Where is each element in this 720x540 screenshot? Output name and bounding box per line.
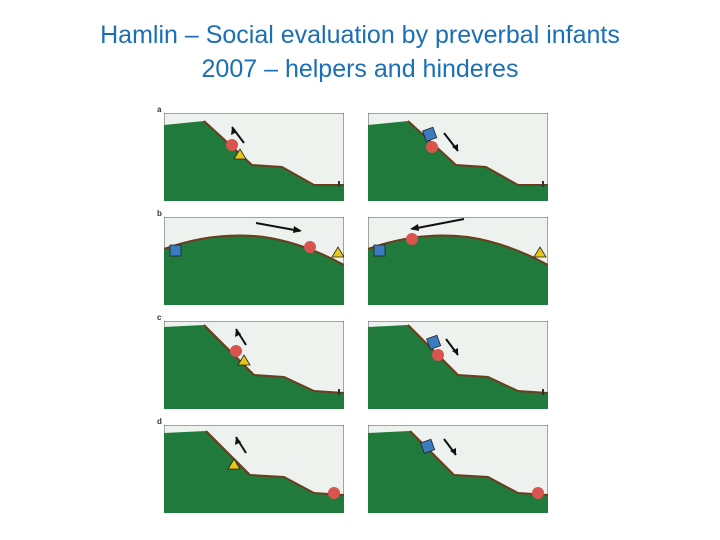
row-label-a: a: [157, 105, 162, 114]
panel-c-hinder: [368, 321, 548, 409]
climber-circle: [328, 487, 340, 499]
climber-circle: [304, 241, 316, 253]
direction-arrow: [255, 222, 301, 232]
title-line-2: 2007 – helpers and hinderes: [201, 55, 519, 83]
hill-shape: [368, 325, 548, 409]
hill-shape: [368, 431, 548, 513]
climber-circle: [226, 139, 238, 151]
hinderer-square: [169, 244, 182, 257]
hill-figure: a b c d: [154, 103, 550, 513]
helper-triangle: [227, 458, 241, 470]
hinderer-square: [426, 334, 442, 350]
climber-circle: [432, 349, 444, 361]
helper-triangle: [331, 246, 344, 258]
panel-a-hinder: [368, 113, 548, 201]
hill-shape: [368, 121, 548, 201]
hinderer-square: [373, 244, 386, 257]
helper-triangle: [233, 148, 247, 160]
panel-b-approach-hinderer: [164, 217, 344, 305]
panel-d-hinder: [368, 425, 548, 513]
hill-shape: [368, 235, 548, 305]
climber-circle: [230, 345, 242, 357]
climber-circle: [532, 487, 544, 499]
panel-d-help: [164, 425, 344, 513]
title-line-1: Hamlin – Social evaluation by preverbal …: [100, 21, 620, 49]
row-label-c: c: [157, 313, 162, 322]
hill-shape: [164, 325, 344, 409]
hill-shape: [164, 431, 344, 513]
hinderer-square: [420, 438, 436, 454]
hill-shape: [164, 235, 344, 305]
helper-triangle: [237, 354, 251, 366]
panel-b-approach-helper: [368, 217, 548, 305]
direction-arrow: [411, 218, 465, 230]
hinderer-square: [422, 126, 438, 142]
climber-circle: [406, 233, 418, 245]
row-label-b: b: [157, 209, 162, 218]
slide-title: Hamlin – Social evaluation by preverbal …: [0, 18, 720, 86]
row-label-d: d: [157, 417, 162, 426]
climber-circle: [426, 141, 438, 153]
panel-a-help: [164, 113, 344, 201]
panel-c-help: [164, 321, 344, 409]
hill-shape: [164, 121, 344, 201]
helper-triangle: [533, 246, 547, 258]
